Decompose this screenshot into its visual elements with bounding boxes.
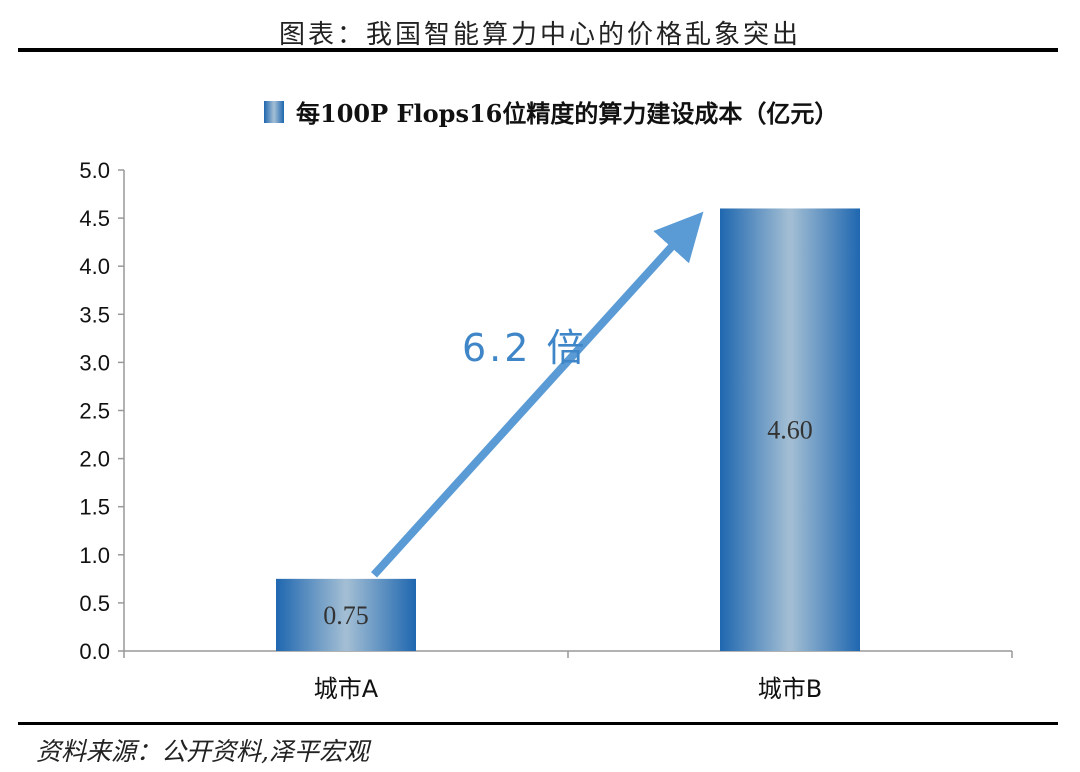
- bar-value-label: 4.60: [767, 416, 813, 445]
- y-tick-label: 3.0: [79, 350, 110, 375]
- figure-title: 图表：我国智能算力中心的价格乱象突出: [278, 20, 801, 50]
- x-category-label: 城市B: [758, 675, 822, 703]
- y-tick-label: 2.0: [79, 447, 110, 472]
- y-tick-label: 1.5: [79, 495, 110, 520]
- legend-swatch: [264, 101, 284, 123]
- legend: 每100P Flops16位精度的算力建设成本（亿元）: [264, 99, 838, 128]
- bar-chart: 每100P Flops16位精度的算力建设成本（亿元） 0.0 0.5 1.0 1.5…: [79, 99, 1013, 703]
- source-note: 资料来源：公开资料,泽平宏观: [36, 737, 369, 766]
- y-tick-label: 5.0: [79, 158, 110, 183]
- axes: 0.0 0.5 1.0 1.5 2.0 2.5 3.0 3.5 4.0 4.5 5.0: [79, 158, 1013, 664]
- y-tick-label: 2.5: [79, 399, 110, 424]
- y-tick-label: 0.5: [79, 591, 110, 616]
- y-tick-label: 4.5: [79, 206, 110, 231]
- bottom-rule: [18, 722, 1058, 725]
- growth-arrow: [371, 211, 704, 578]
- y-tick-label: 0.0: [79, 639, 110, 664]
- bars: 0.75 城市A 4.60 城市B: [276, 208, 860, 703]
- y-tick-label: 4.0: [79, 254, 110, 279]
- growth-multiple-label: 6.2 倍: [462, 326, 588, 370]
- legend-label: 每100P Flops16位精度的算力建设成本（亿元）: [296, 99, 838, 128]
- x-category-label: 城市A: [314, 675, 379, 703]
- top-rule: [18, 48, 1058, 52]
- y-tick-label: 1.0: [79, 543, 110, 568]
- bar-value-label: 0.75: [323, 601, 369, 630]
- bar-1: [276, 578, 416, 651]
- bar-2: [720, 208, 860, 652]
- growth-annotation: 6.2 倍: [371, 211, 704, 578]
- y-tick-label: 3.5: [79, 302, 110, 327]
